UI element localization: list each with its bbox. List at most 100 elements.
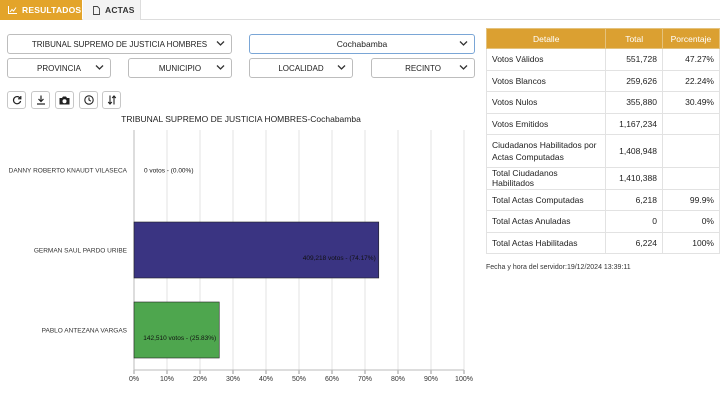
- chevron-down-icon: [216, 65, 225, 70]
- category-label: GERMAN SAUL PARDO URIBE: [34, 248, 128, 255]
- row-label: Votos Válidos: [485, 48, 607, 71]
- server-timestamp-label: Fecha y hora del servidor:: [486, 264, 567, 271]
- municipality-select-value: MUNICIPIO: [158, 63, 202, 73]
- tab-bar: RESULTADOS ACTAS: [0, 0, 720, 20]
- department-select-value: Cochabamba: [336, 39, 388, 49]
- chevron-down-icon: [216, 41, 225, 46]
- header-porcentaje: Porcentaje: [661, 28, 720, 49]
- row-total: 0: [605, 210, 663, 233]
- table-header-row: Detalle Total Porcentaje: [485, 28, 720, 49]
- row-total: 6,218: [605, 188, 663, 211]
- row-label: Total Actas Habilitadas: [485, 231, 607, 254]
- precinct-select-value: RECINTO: [405, 63, 441, 73]
- table-row: Total Actas Anuladas 0 0%: [485, 210, 720, 233]
- chevron-down-icon: [459, 65, 468, 70]
- row-percent: [661, 134, 720, 168]
- chevron-down-icon: [95, 65, 104, 70]
- header-detalle: Detalle: [485, 28, 607, 49]
- header-total: Total: [605, 28, 663, 49]
- x-tick-label: 100%: [455, 376, 473, 383]
- election-select[interactable]: TRIBUNAL SUPREMO DE JUSTICIA HOMBRES: [7, 34, 232, 54]
- row-percent: [661, 112, 720, 135]
- x-tick-label: 0%: [129, 376, 139, 383]
- download-icon: [36, 95, 45, 105]
- sort-button[interactable]: [102, 91, 121, 109]
- x-tick-label: 30%: [226, 376, 240, 383]
- x-tick-label: 50%: [292, 376, 306, 383]
- province-select-value: PROVINCIA: [36, 63, 81, 73]
- row-label: Votos Blancos: [485, 69, 607, 92]
- province-select[interactable]: PROVINCIA: [7, 58, 111, 78]
- row-percent: 30.49%: [661, 91, 720, 114]
- precinct-select[interactable]: RECINTO: [371, 58, 475, 78]
- chevron-down-icon: [337, 65, 346, 70]
- municipality-select[interactable]: MUNICIPIO: [128, 58, 232, 78]
- x-tick-label: 40%: [259, 376, 273, 383]
- data-label: 409,218 votos - (74.17%): [303, 255, 376, 262]
- row-total: 355,880: [605, 91, 663, 114]
- locality-select-value: LOCALIDAD: [278, 63, 324, 73]
- data-label: 142,510 votos - (25.83%): [143, 335, 216, 342]
- results-table: Detalle Total Porcentaje Votos Válidos 5…: [485, 28, 720, 254]
- row-total: 6,224: [605, 231, 663, 254]
- table-row: Votos Válidos 551,728 47.27%: [485, 48, 720, 71]
- download-button[interactable]: [31, 91, 50, 109]
- refresh-button[interactable]: [7, 91, 26, 109]
- row-label: Votos Emitidos: [485, 112, 607, 135]
- row-total: 1,167,234: [605, 112, 663, 135]
- refresh-icon: [12, 96, 21, 105]
- data-label: 0 votos - (0.00%): [144, 168, 194, 175]
- bar-chart: 0% 10% 20% 30% 40% 50% 60% 70% 80% 90% 100% DANNY R…: [9, 130, 473, 383]
- tab-actas-label: ACTAS: [105, 5, 135, 15]
- table-row: Ciudadanos Habilitados por Actas Computa…: [485, 134, 720, 168]
- table-row: Votos Emitidos 1,167,234: [485, 112, 720, 135]
- row-percent: [661, 167, 720, 190]
- sort-icon: [107, 95, 116, 105]
- history-button[interactable]: [79, 91, 98, 109]
- x-tick-label: 80%: [391, 376, 405, 383]
- bar: [133, 221, 380, 279]
- row-percent: 99.9%: [661, 188, 720, 211]
- bar: [133, 301, 220, 359]
- row-percent: 0%: [661, 210, 720, 233]
- table-row: Total Actas Computadas 6,218 99.9%: [485, 188, 720, 211]
- row-total: 1,410,388: [605, 167, 663, 190]
- chevron-down-icon: [459, 41, 468, 46]
- row-label: Total Ciudadanos Habilitados: [485, 167, 607, 190]
- table-row: Total Actas Habilitadas 6,224 100%: [485, 231, 720, 254]
- row-label: Ciudadanos Habilitados por Actas Computa…: [485, 134, 607, 168]
- row-percent: 47.27%: [661, 48, 720, 71]
- category-label: PABLO ANTEZANA VARGAS: [42, 328, 128, 335]
- row-percent: 100%: [661, 231, 720, 254]
- department-select[interactable]: Cochabamba: [249, 34, 475, 54]
- table-row: Votos Nulos 355,880 30.49%: [485, 91, 720, 114]
- x-tick-label: 60%: [325, 376, 339, 383]
- clock-icon: [83, 95, 94, 105]
- x-tick-label: 70%: [358, 376, 372, 383]
- locality-select[interactable]: LOCALIDAD: [249, 58, 353, 78]
- x-tick-label: 10%: [160, 376, 174, 383]
- category-label: DANNY ROBERTO KNAUDT VILASECA: [9, 168, 128, 175]
- camera-icon: [59, 96, 70, 104]
- row-total: 1,408,948: [605, 134, 663, 168]
- table-row: Votos Blancos 259,626 22.24%: [485, 69, 720, 92]
- row-percent: 22.24%: [661, 69, 720, 92]
- x-tick-label: 20%: [193, 376, 207, 383]
- x-tick-label: 90%: [424, 376, 438, 383]
- table-row: Total Ciudadanos Habilitados 1,410,388: [485, 167, 720, 190]
- row-label: Total Actas Anuladas: [485, 210, 607, 233]
- row-label: Votos Nulos: [485, 91, 607, 114]
- election-select-value: TRIBUNAL SUPREMO DE JUSTICIA HOMBRES: [31, 39, 208, 49]
- tab-resultados[interactable]: RESULTADOS: [0, 0, 82, 20]
- tab-resultados-label: RESULTADOS: [22, 5, 82, 15]
- server-timestamp-value: 19/12/2024 13:39:11: [566, 264, 631, 271]
- chart-icon: [8, 6, 17, 14]
- document-icon: [93, 5, 100, 15]
- chart-title: TRIBUNAL SUPREMO DE JUSTICIA HOMBRES-Coc…: [121, 114, 361, 124]
- row-label: Total Actas Computadas: [485, 188, 607, 211]
- screenshot-button[interactable]: [55, 91, 74, 109]
- tab-actas[interactable]: ACTAS: [83, 0, 141, 20]
- row-total: 551,728: [605, 48, 663, 71]
- row-total: 259,626: [605, 69, 663, 92]
- server-timestamp: Fecha y hora del servidor:19/12/2024 13:…: [486, 264, 631, 271]
